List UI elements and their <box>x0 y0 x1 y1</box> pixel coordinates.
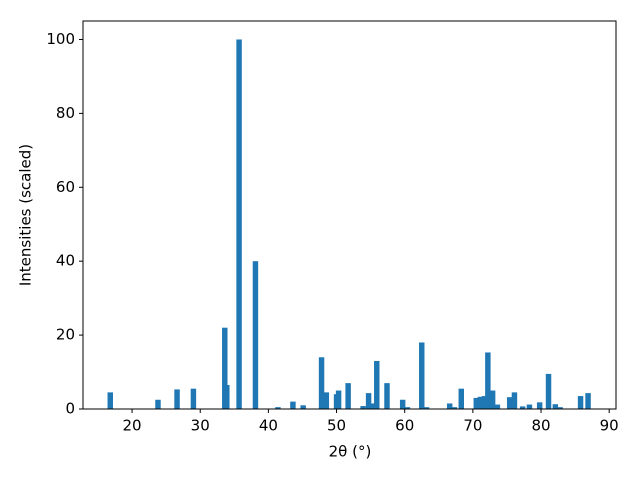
bar <box>577 396 584 409</box>
bar <box>585 393 591 409</box>
bar <box>318 357 325 409</box>
y-tick-label: 60 <box>56 178 75 196</box>
bar <box>485 352 491 409</box>
bar <box>190 388 197 409</box>
x-tick-label: 90 <box>600 417 619 435</box>
y-tick-label: 20 <box>56 326 75 344</box>
bar <box>335 390 342 409</box>
bar <box>473 397 480 409</box>
bar <box>458 388 465 409</box>
bar <box>323 392 330 409</box>
x-tick-label: 30 <box>191 417 210 435</box>
x-tick-label: 20 <box>123 417 142 435</box>
y-tick-label: 100 <box>46 30 75 48</box>
y-tick-label: 0 <box>65 400 75 418</box>
bar <box>360 406 366 409</box>
bar <box>506 397 513 409</box>
bar <box>224 384 230 409</box>
x-tick-label: 70 <box>463 417 482 435</box>
bar <box>477 396 484 409</box>
x-tick-label: 40 <box>259 417 278 435</box>
bar <box>290 401 296 409</box>
bar <box>222 327 228 409</box>
bar <box>519 406 526 409</box>
bar <box>399 399 406 409</box>
bar <box>489 390 496 409</box>
bar <box>155 399 161 409</box>
bar <box>536 402 543 409</box>
bar <box>345 383 351 409</box>
bar <box>557 407 563 409</box>
bar <box>545 373 552 409</box>
x-axis-label: 2θ (°) <box>329 443 372 461</box>
bar <box>423 407 430 409</box>
bar <box>300 405 306 409</box>
bar <box>374 360 380 409</box>
bar <box>552 404 559 409</box>
x-tick-label: 50 <box>327 417 346 435</box>
bar <box>494 404 501 409</box>
bar <box>419 342 425 409</box>
x-tick-label: 80 <box>531 417 550 435</box>
plot-frame <box>82 20 617 410</box>
bar <box>252 261 259 409</box>
bar <box>369 403 375 409</box>
bar <box>236 39 242 409</box>
bar <box>511 392 518 409</box>
bar <box>404 407 411 409</box>
bar <box>275 407 281 409</box>
bar <box>446 403 453 409</box>
bar <box>451 407 458 409</box>
bar <box>107 392 113 409</box>
bar <box>174 389 180 409</box>
bar <box>365 393 372 409</box>
y-tick-label: 40 <box>56 252 75 270</box>
x-tick-label: 60 <box>395 417 414 435</box>
bar <box>481 396 488 409</box>
bar <box>384 383 390 409</box>
y-axis-label: Intensities (scaled) <box>17 144 35 286</box>
y-tick-label: 80 <box>56 104 75 122</box>
bar <box>526 404 533 409</box>
